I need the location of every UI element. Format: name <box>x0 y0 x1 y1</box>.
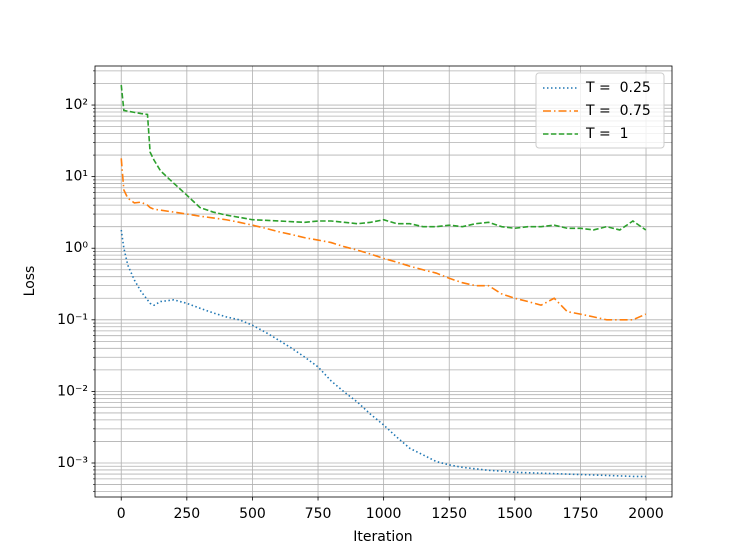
x-tick-label: 1250 <box>431 506 467 522</box>
y-tick-label: 10⁰ <box>65 240 89 256</box>
y-tick-label: 10⁻² <box>57 383 88 399</box>
y-tick-label: 10⁻³ <box>57 455 88 471</box>
legend-label: T = 0.75 <box>585 103 651 119</box>
series-line <box>120 229 646 478</box>
x-tick-label: 500 <box>239 506 266 522</box>
y-tick-label: 10⁻¹ <box>57 312 88 328</box>
x-tick-label: 1750 <box>563 506 599 522</box>
x-tick-label: 0 <box>117 506 126 522</box>
legend-label: T = 0.25 <box>585 80 651 96</box>
series-line <box>120 84 647 231</box>
x-tick-label: 2000 <box>628 506 664 522</box>
y-axis-label: Loss <box>22 266 38 297</box>
x-tick-label: 750 <box>305 506 332 522</box>
legend-label: T = 1 <box>585 126 629 142</box>
x-tick-label: 250 <box>173 506 200 522</box>
x-tick-label: 1000 <box>366 506 402 522</box>
x-axis-label: Iteration <box>353 529 412 545</box>
y-tick-label: 10¹ <box>65 169 88 185</box>
y-tick-label: 10² <box>65 97 88 113</box>
series-line <box>120 158 647 321</box>
legend-box <box>535 72 665 149</box>
plot-frame <box>94 65 673 498</box>
x-tick-label: 1500 <box>497 506 533 522</box>
